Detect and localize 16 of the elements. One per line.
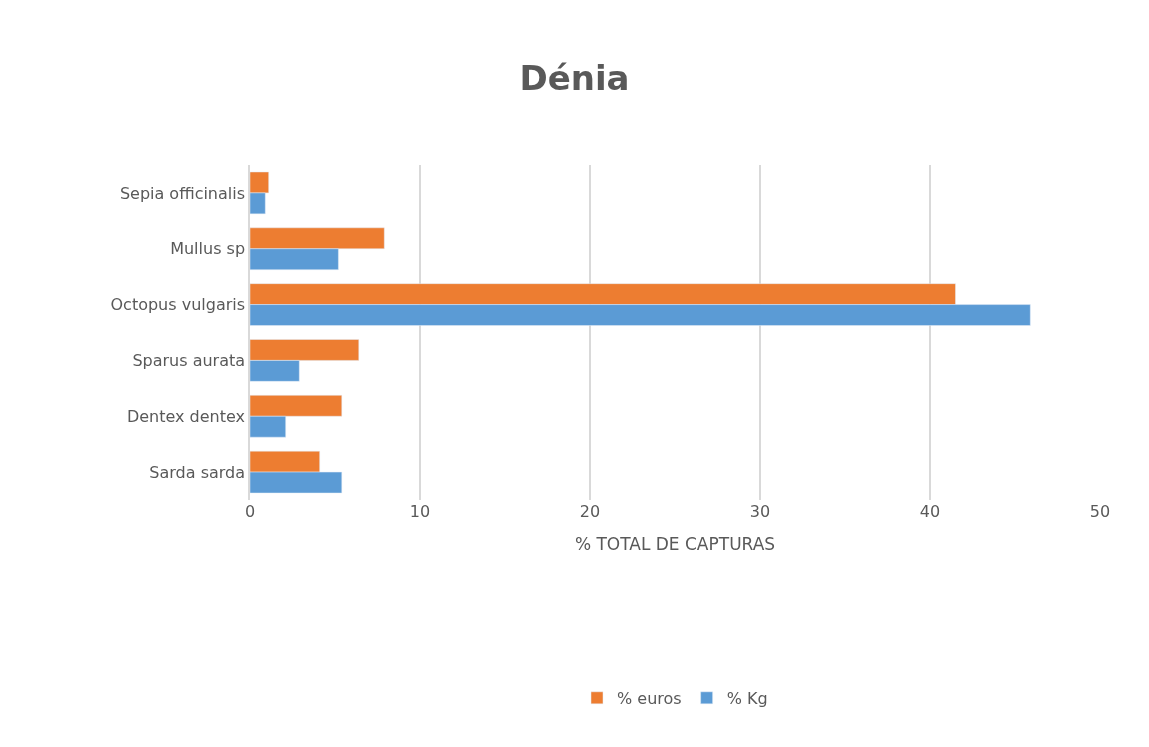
chart-title: Dénia: [519, 58, 630, 99]
x-axis-title: % TOTAL DE CAPTURAS: [574, 534, 776, 555]
x-tick-label: 50: [1089, 502, 1111, 521]
y-tick-label: Dentex dentex: [126, 406, 246, 426]
y-tick-label: Sepia officinalis: [119, 183, 246, 203]
legend-label: % euros: [617, 689, 682, 709]
x-tick-label: 10: [409, 502, 431, 521]
x-tick-label: 0: [244, 502, 256, 521]
x-tick-label: 30: [749, 502, 771, 521]
x-tick-label: 20: [579, 502, 601, 521]
legend-label: % Kg: [726, 689, 768, 709]
y-tick-label: Mullus sp: [170, 239, 246, 259]
y-tick-label: Sarda sarda: [149, 462, 246, 482]
x-tick-label: 40: [919, 502, 941, 521]
y-tick-label: Octopus vulgaris: [110, 295, 246, 315]
y-tick-label: Sparus aurata: [132, 351, 246, 371]
